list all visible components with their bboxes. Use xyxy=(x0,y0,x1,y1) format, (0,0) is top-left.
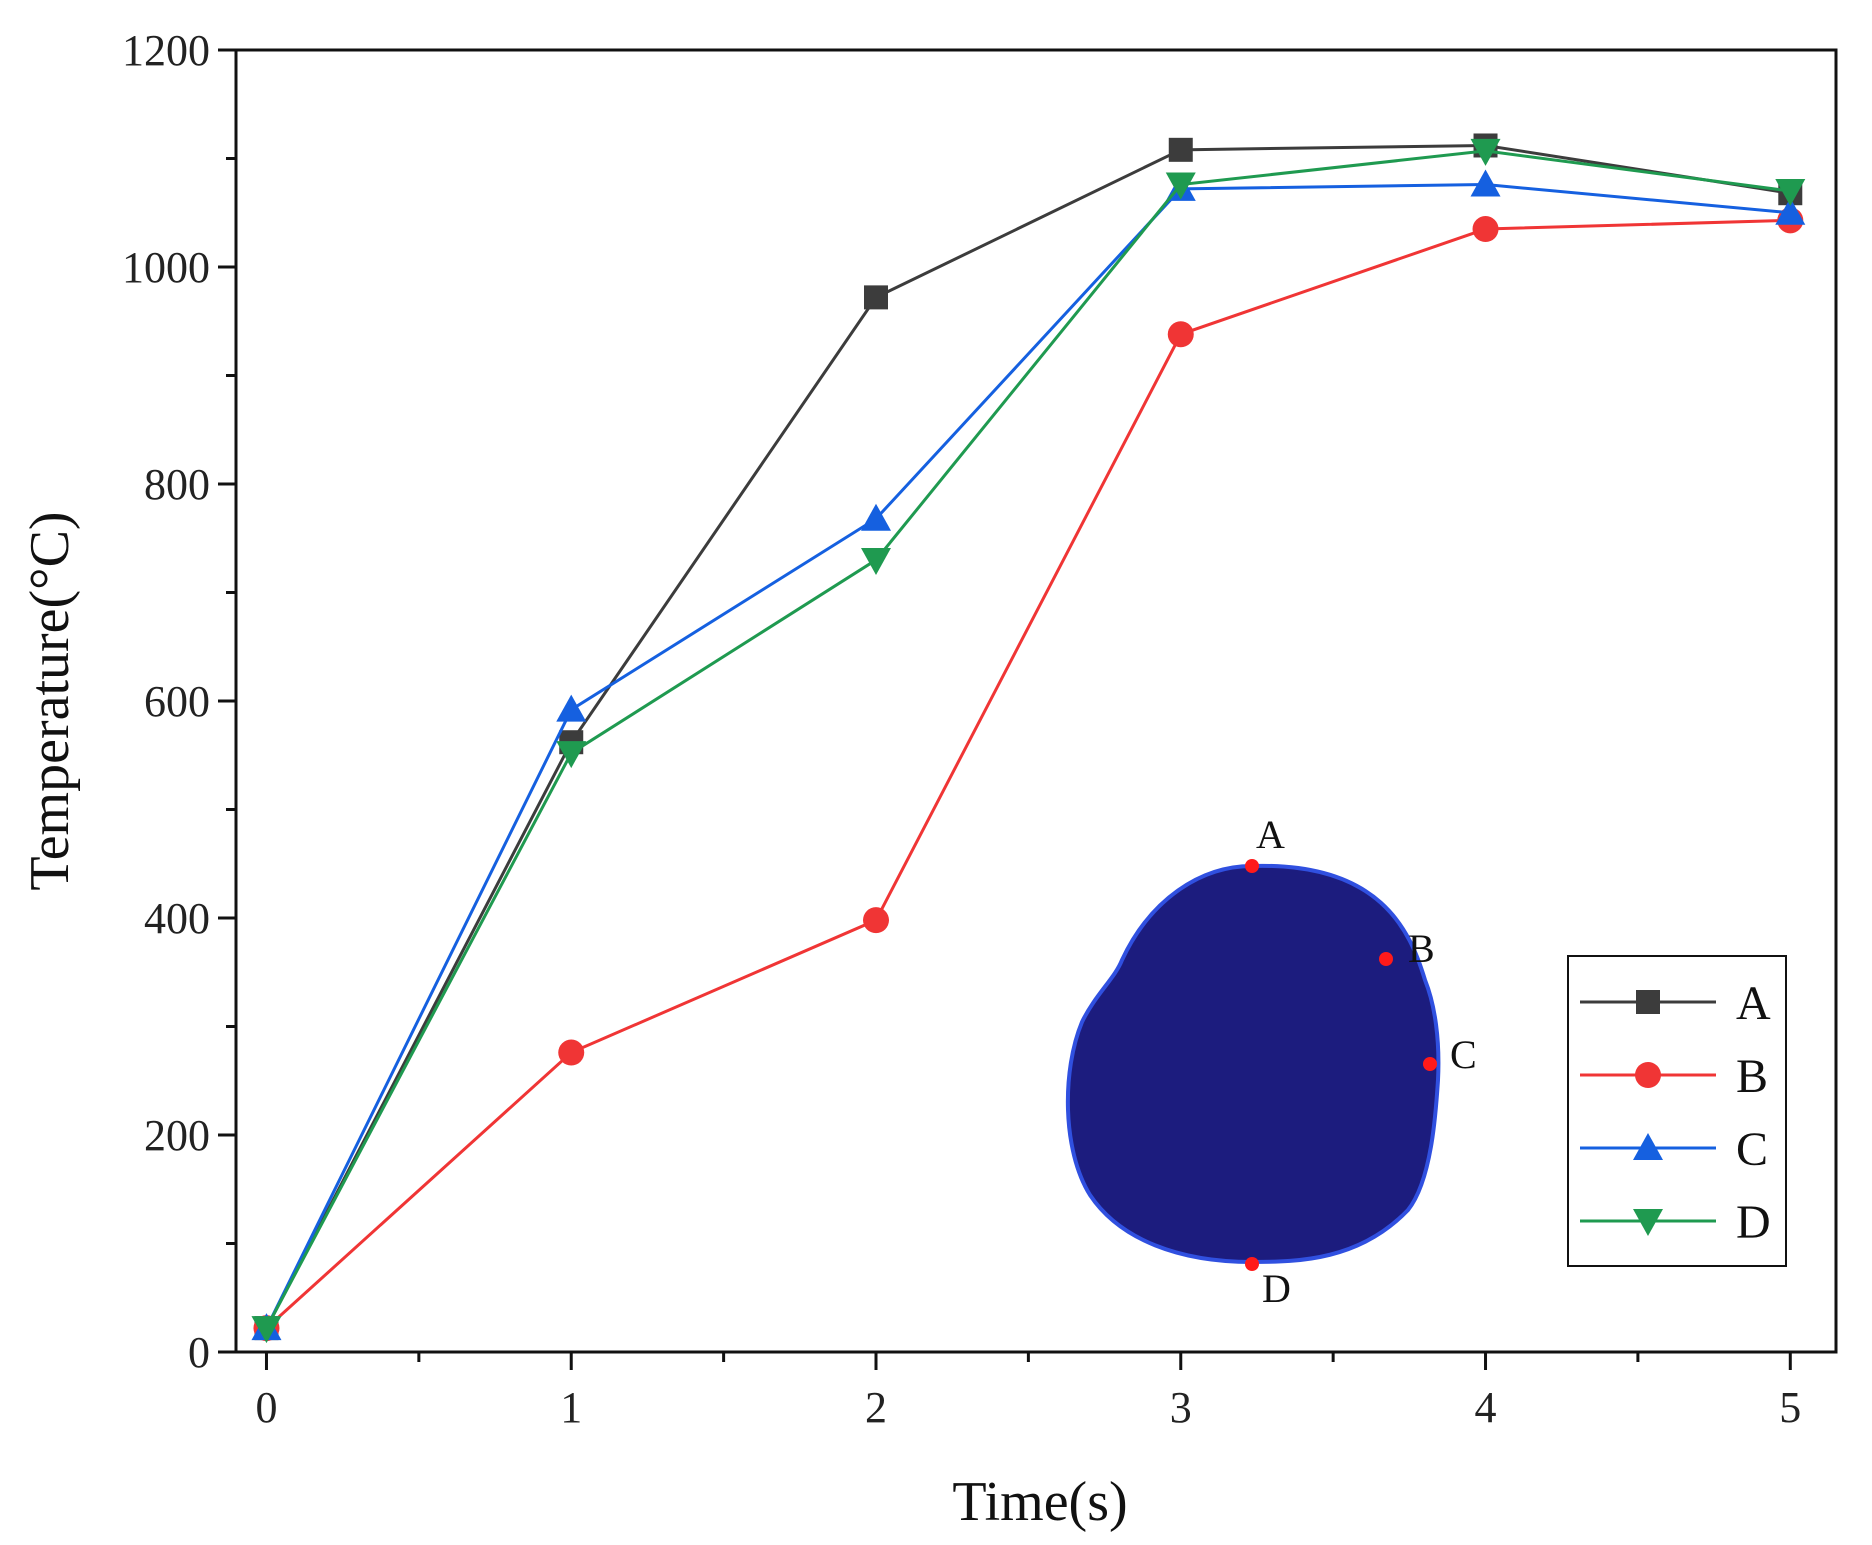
series-b-point xyxy=(863,907,889,934)
series-b-line xyxy=(265,218,1791,1330)
series-c-line xyxy=(265,183,1791,1329)
inset-label-d: D xyxy=(1262,1266,1291,1311)
inset-point-d xyxy=(1245,1257,1259,1271)
x-tick-label: 3 xyxy=(1170,1383,1192,1432)
y-tick-label: 1200 xyxy=(122,26,210,75)
y-tick-label: 800 xyxy=(144,460,210,509)
inset-point-c xyxy=(1423,1057,1437,1071)
inset-label-c: C xyxy=(1450,1032,1477,1077)
y-tick-label: 1000 xyxy=(122,243,210,292)
x-tick-label: 2 xyxy=(865,1383,887,1432)
inset-cross-section: A B C D xyxy=(1065,812,1477,1311)
x-tick-label: 4 xyxy=(1475,1383,1497,1432)
legend-c-marker xyxy=(1633,1133,1663,1160)
y-tick-label: 0 xyxy=(188,1328,210,1377)
axes: 0 1 2 3 4 5 0 200 400 600 800 1000 1200 xyxy=(122,26,1838,1432)
x-tick-label: 1 xyxy=(560,1383,582,1432)
x-tick-label: 5 xyxy=(1779,1383,1801,1432)
series-d-line xyxy=(265,149,1791,1329)
series-b-point xyxy=(1472,216,1499,243)
series xyxy=(251,133,1806,1344)
series-d-point xyxy=(861,547,891,575)
inset-label-b: B xyxy=(1408,926,1435,971)
series-c-point xyxy=(1775,197,1806,225)
legend-b-marker xyxy=(1635,1062,1661,1088)
series-a-line xyxy=(265,143,1791,1329)
y-tick-label: 600 xyxy=(144,677,210,726)
legend-d-label: D xyxy=(1736,1196,1771,1249)
series-d-point xyxy=(556,741,587,769)
x-tick-label: 0 xyxy=(255,1383,277,1432)
inset-point-a xyxy=(1245,859,1259,873)
inset-label-a: A xyxy=(1256,812,1285,857)
series-d xyxy=(251,138,1806,1344)
legend-a-label: A xyxy=(1736,977,1771,1030)
legend-d-marker xyxy=(1633,1209,1663,1236)
x-axis-title: Time(s) xyxy=(952,1471,1127,1533)
series-c-point xyxy=(1470,169,1501,197)
y-tick-label: 400 xyxy=(144,894,210,943)
series-c-point xyxy=(556,694,587,722)
series-c-point xyxy=(861,503,891,531)
inset-point-b xyxy=(1379,952,1393,966)
y-axis-title: Temperature(°C) xyxy=(19,511,81,890)
y-tick-label: 200 xyxy=(144,1111,210,1160)
series-d-point xyxy=(1470,138,1501,166)
legend-b-label: B xyxy=(1736,1050,1768,1103)
series-a-point xyxy=(1168,137,1193,162)
series-a-point xyxy=(864,285,888,310)
series-d-point xyxy=(1165,172,1196,200)
series-d-point xyxy=(1775,179,1806,207)
legend-a-marker xyxy=(1636,990,1660,1014)
legend-box xyxy=(1567,955,1787,1267)
series-b-point xyxy=(558,1039,585,1066)
series-b-point xyxy=(1167,321,1194,348)
legend-c-label: C xyxy=(1736,1123,1768,1176)
series-d-point xyxy=(251,1316,282,1344)
series-c xyxy=(251,169,1806,1341)
